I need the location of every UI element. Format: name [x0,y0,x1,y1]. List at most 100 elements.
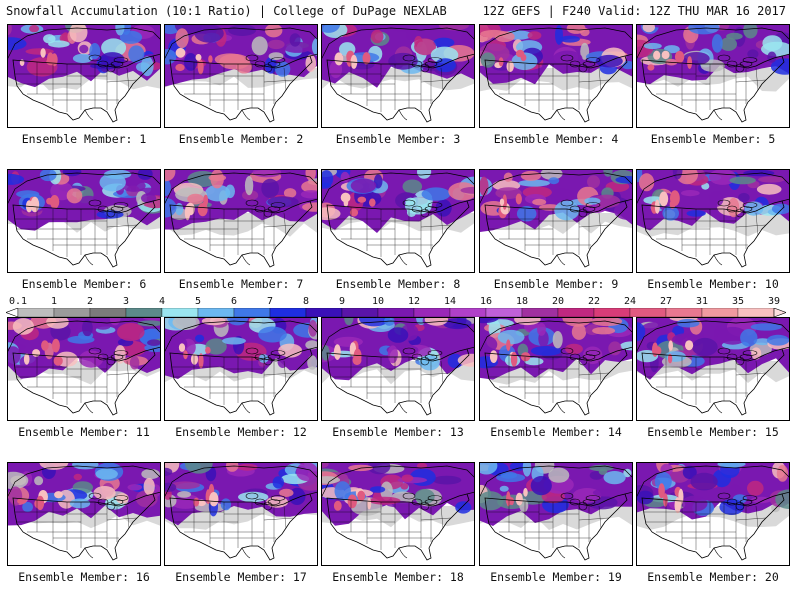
great-lake [270,495,286,501]
gulf-coastline [398,402,408,414]
snow-patch [681,495,708,512]
great-lake [717,199,731,207]
snowfall-map [164,462,318,566]
great-lake [742,57,758,63]
snowfall-map [479,169,633,273]
state-border [578,517,610,521]
gulf-coastline [398,254,408,266]
colorbar-segment [449,308,487,317]
heavy-snow-spot [357,490,366,502]
us-outline [326,348,470,416]
map-frame [164,169,318,273]
snow-patch [66,188,83,204]
snow-patch [140,56,154,77]
colorbar-segment [413,308,451,317]
colorbar-tick-label: 27 [659,296,673,307]
heavy-snow-spot [183,350,188,360]
great-lake [585,57,601,63]
great-lake [402,492,416,500]
colorbar-tick-label: 16 [479,296,493,307]
snow-patch [756,183,782,195]
gulf-coastline [556,109,566,121]
heavy-snow-spot [53,356,63,366]
great-lake [267,499,281,505]
colorbar-tick-label: 24 [623,296,637,307]
snowfall-map [321,24,475,128]
heavy-snow-spot [195,54,202,61]
snow-patch [587,175,600,189]
us-outline [326,493,470,561]
snow-patch [692,337,718,357]
colorbar-segment [89,308,127,317]
colorbar-segment [665,308,703,317]
ensemble-panel: Ensemble Member: 16 [7,462,161,584]
us-outline [12,348,156,416]
snow-patch [73,473,83,481]
snow-patch [711,34,723,53]
canada-coastline [7,172,161,206]
snow-coverage-band [636,24,790,85]
snow-patch [321,43,337,63]
snow-patch [387,327,409,343]
snow-patch [305,340,318,350]
snow-patch [143,478,155,496]
great-lake [569,498,581,506]
map-frame [636,462,790,566]
us-outline [169,348,313,416]
state-border [440,67,444,91]
snow-patch [129,355,140,370]
colorbar-tick-label: 31 [695,296,709,307]
snow-patch [321,462,329,468]
us-outline [169,55,313,123]
great-lake [254,205,266,213]
snow-patch [700,59,725,72]
state-border [263,517,295,521]
state-border [735,224,767,228]
colorbar-max-arrow [773,308,786,317]
snow-patch [500,471,518,479]
heavy-snow-spot [203,194,209,207]
heavy-snow-spot [36,495,45,511]
snow-patch [201,317,226,326]
great-lake [742,495,758,501]
snow-patch [532,198,547,206]
snow-patch [225,462,239,472]
gulf-coastline [84,254,94,266]
colorbar-tick-label: 1 [50,296,58,307]
snow-patch [681,190,700,197]
ensemble-panel: Ensemble Member: 14 [479,317,633,439]
snow-patch [115,24,125,36]
snow-patch [127,484,143,491]
model-run-title: 12Z GEFS | F240 Valid: 12Z THU MAR 16 20… [482,4,786,18]
heavy-snow-spot [46,197,54,205]
heavy-snow-spot [178,343,186,352]
colorbar-segment [593,308,631,317]
colorbar-tick-label: 9 [338,296,346,307]
snow-patch [117,323,145,341]
state-border [598,67,602,91]
snow-patch [744,201,764,216]
ensemble-panel: Ensemble Member: 4 [479,24,633,146]
ensemble-member-label: Ensemble Member: 19 [490,570,622,584]
ensemble-member-label: Ensemble Member: 17 [175,570,307,584]
great-lake [88,54,102,62]
ensemble-panel: Ensemble Member: 17 [164,462,318,584]
us-outline [484,348,628,416]
state-border [578,79,610,83]
ensemble-panel: Ensemble Member: 2 [164,24,318,146]
snow-patch [479,335,498,354]
snow-patch [388,52,418,70]
snow-patch [603,169,613,177]
map-frame [636,317,790,421]
snowfall-map [321,169,475,273]
state-border [755,505,759,529]
heavy-snow-spot [505,496,513,505]
snow-patch [272,476,284,489]
snowfall-map [7,317,161,421]
great-lake [402,54,416,62]
heavy-snow-spot [190,353,199,365]
ensemble-panel: Ensemble Member: 1 [7,24,161,146]
great-lake [113,495,129,501]
great-lake [88,492,102,500]
snow-patch [479,491,504,511]
